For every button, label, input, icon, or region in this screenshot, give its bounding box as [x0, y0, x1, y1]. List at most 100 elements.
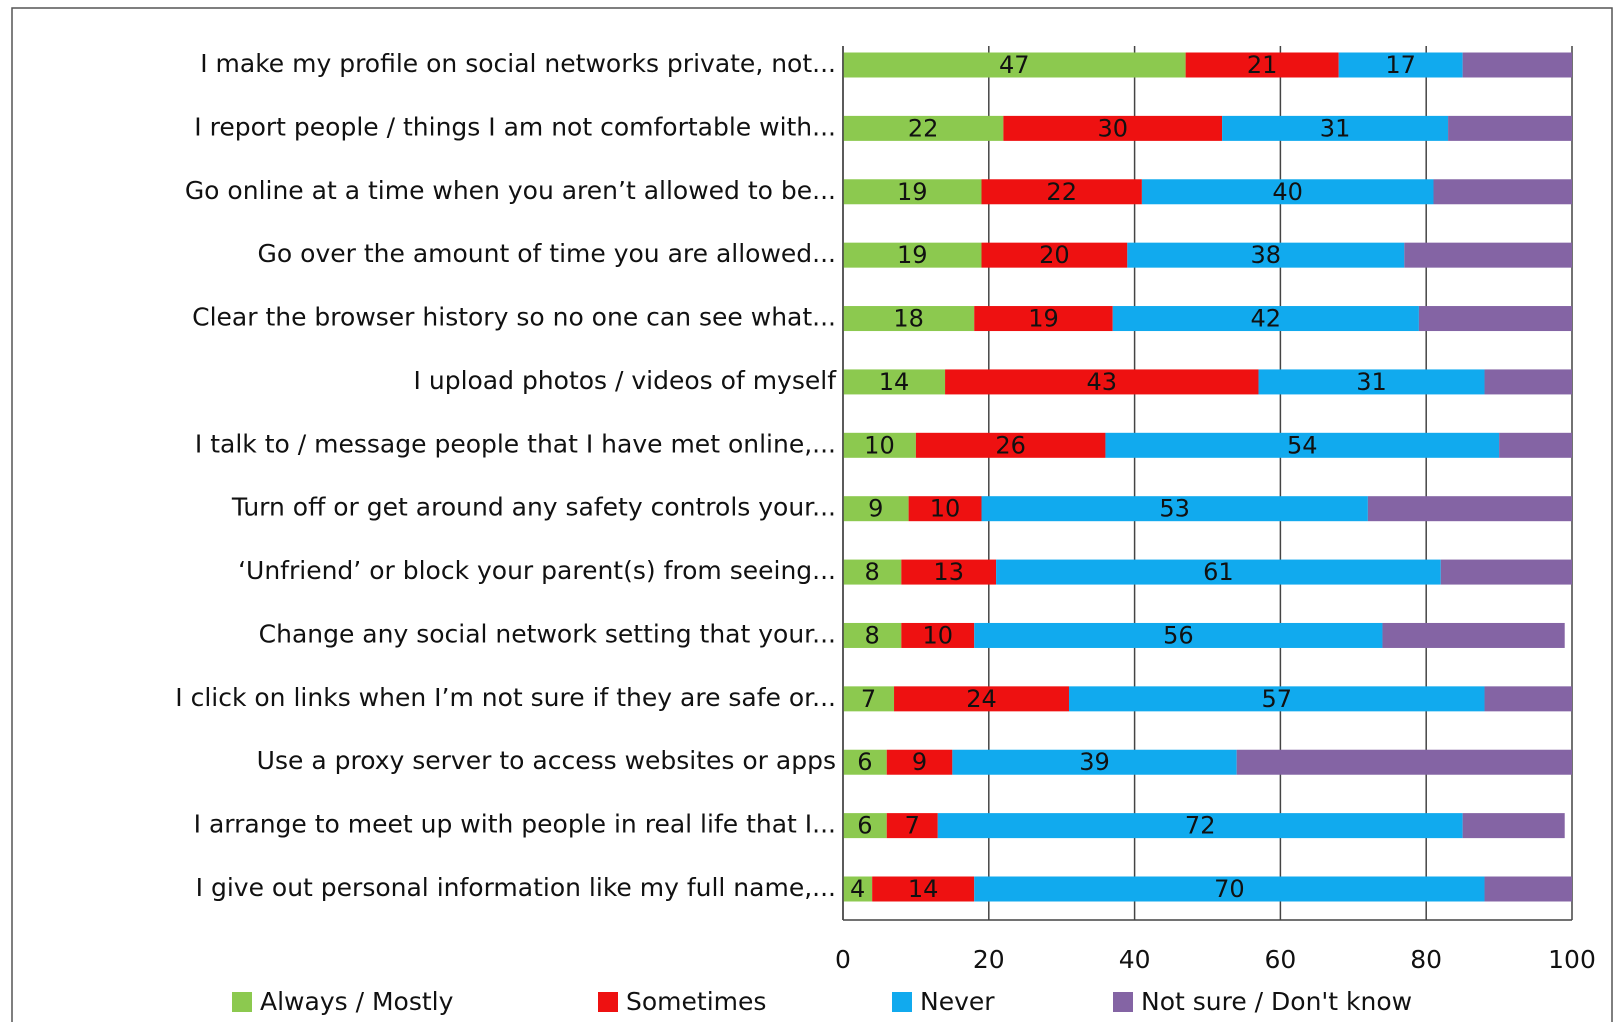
x-tick-label: 80 [1410, 945, 1442, 974]
legend-swatch [892, 992, 912, 1012]
y-tick-label: I talk to / message people that I have m… [195, 429, 836, 458]
data-label: 39 [1079, 748, 1110, 776]
bar-segment [974, 876, 1485, 902]
y-tick-label: I give out personal information like my … [196, 873, 836, 902]
bar-segment [1462, 813, 1565, 839]
bar-segment [996, 559, 1441, 585]
bar-segment [1068, 686, 1485, 712]
data-label: 22 [908, 114, 939, 142]
y-tick-label: I arrange to meet up with people in real… [194, 810, 836, 839]
data-label: 6 [857, 748, 872, 776]
y-tick-label: Go over the amount of time you are allow… [258, 239, 836, 268]
data-label: 14 [879, 368, 910, 396]
data-label: 47 [999, 51, 1030, 79]
data-label: 19 [897, 178, 928, 206]
y-tick-label: I upload photos / videos of myself [414, 366, 838, 395]
data-label: 57 [1261, 685, 1292, 713]
y-tick-label: Turn off or get around any safety contro… [231, 493, 836, 522]
bar-segment [894, 686, 1069, 712]
y-tick-label: I report people / things I am not comfor… [194, 112, 836, 141]
bar-segment [843, 686, 895, 712]
bar-segment [1462, 52, 1572, 78]
legend-swatch [598, 992, 618, 1012]
data-label: 56 [1163, 621, 1194, 649]
bar-segment [843, 306, 975, 332]
bar-segment [1418, 306, 1572, 332]
data-label: 10 [864, 431, 895, 459]
data-label: 9 [912, 748, 927, 776]
bar-segment [1499, 432, 1572, 458]
legend-label: Always / Mostly [260, 987, 454, 1016]
data-label: 31 [1356, 368, 1387, 396]
data-label: 20 [1039, 241, 1070, 269]
bar-segment [843, 52, 1186, 78]
bar-segment [974, 306, 1113, 332]
data-label: 13 [933, 558, 964, 586]
bar-segment [843, 622, 902, 648]
data-label: 43 [1087, 368, 1118, 396]
x-tick-label: 0 [835, 945, 851, 974]
bar-segment [915, 432, 1106, 458]
y-tick-label: Use a proxy server to access websites or… [257, 746, 836, 775]
y-tick-label: Go online at a time when you aren’t allo… [185, 176, 836, 205]
bar-segment [886, 813, 938, 839]
bar-segment [1258, 369, 1485, 395]
bar-segment [974, 622, 1383, 648]
bar-segment [952, 749, 1237, 775]
x-tick-label: 60 [1264, 945, 1296, 974]
data-label: 10 [922, 621, 953, 649]
data-label: 24 [966, 685, 997, 713]
y-tick-label: ‘Unfriend’ or block your parent(s) from … [238, 556, 836, 585]
data-label: 40 [1272, 178, 1303, 206]
bar-segment [981, 242, 1128, 268]
bar-segment [1105, 432, 1500, 458]
bar-segment [843, 749, 887, 775]
bar-segment [1484, 369, 1572, 395]
data-label: 7 [905, 812, 920, 840]
data-label: 30 [1097, 114, 1128, 142]
data-label: 19 [897, 241, 928, 269]
bar-segment [1484, 686, 1572, 712]
bar-segment [1404, 242, 1572, 268]
bar-segment [1222, 115, 1449, 141]
bar-segment [1112, 306, 1419, 332]
data-label: 61 [1203, 558, 1234, 586]
legend-label: Never [920, 987, 995, 1016]
bar-segment [886, 749, 953, 775]
bar-segment [981, 179, 1142, 205]
bar-segment [901, 622, 975, 648]
data-label: 22 [1046, 178, 1077, 206]
bar-segment [945, 369, 1259, 395]
bar-segment [981, 496, 1368, 522]
chart-frame [11, 7, 1613, 1022]
bar-segment [1338, 52, 1463, 78]
data-label: 54 [1287, 431, 1318, 459]
data-label: 8 [865, 621, 880, 649]
y-tick-label: Change any social network setting that y… [259, 619, 836, 648]
y-tick-label: I click on links when I’m not sure if th… [175, 683, 836, 712]
y-tick-label: Clear the browser history so no one can … [192, 303, 836, 332]
data-label: 18 [893, 305, 924, 333]
legend-swatch [232, 992, 252, 1012]
data-label: 14 [908, 875, 939, 903]
x-tick-label: 100 [1548, 945, 1596, 974]
bar-segment [1185, 52, 1339, 78]
bar-segment [1003, 115, 1223, 141]
data-label: 7 [861, 685, 876, 713]
data-label: 31 [1320, 114, 1351, 142]
data-label: 53 [1159, 495, 1190, 523]
bar-segment [908, 496, 982, 522]
bar-segment [843, 115, 1004, 141]
data-label: 70 [1214, 875, 1245, 903]
bar-segment [1448, 115, 1572, 141]
bar-segment [843, 813, 887, 839]
x-tick-label: 20 [973, 945, 1005, 974]
x-tick-label: 40 [1119, 945, 1151, 974]
data-label: 8 [865, 558, 880, 586]
bar-segment [1236, 749, 1572, 775]
bar-segment [1141, 179, 1434, 205]
bar-segment [843, 876, 873, 902]
data-label: 19 [1028, 305, 1059, 333]
data-label: 42 [1251, 305, 1282, 333]
